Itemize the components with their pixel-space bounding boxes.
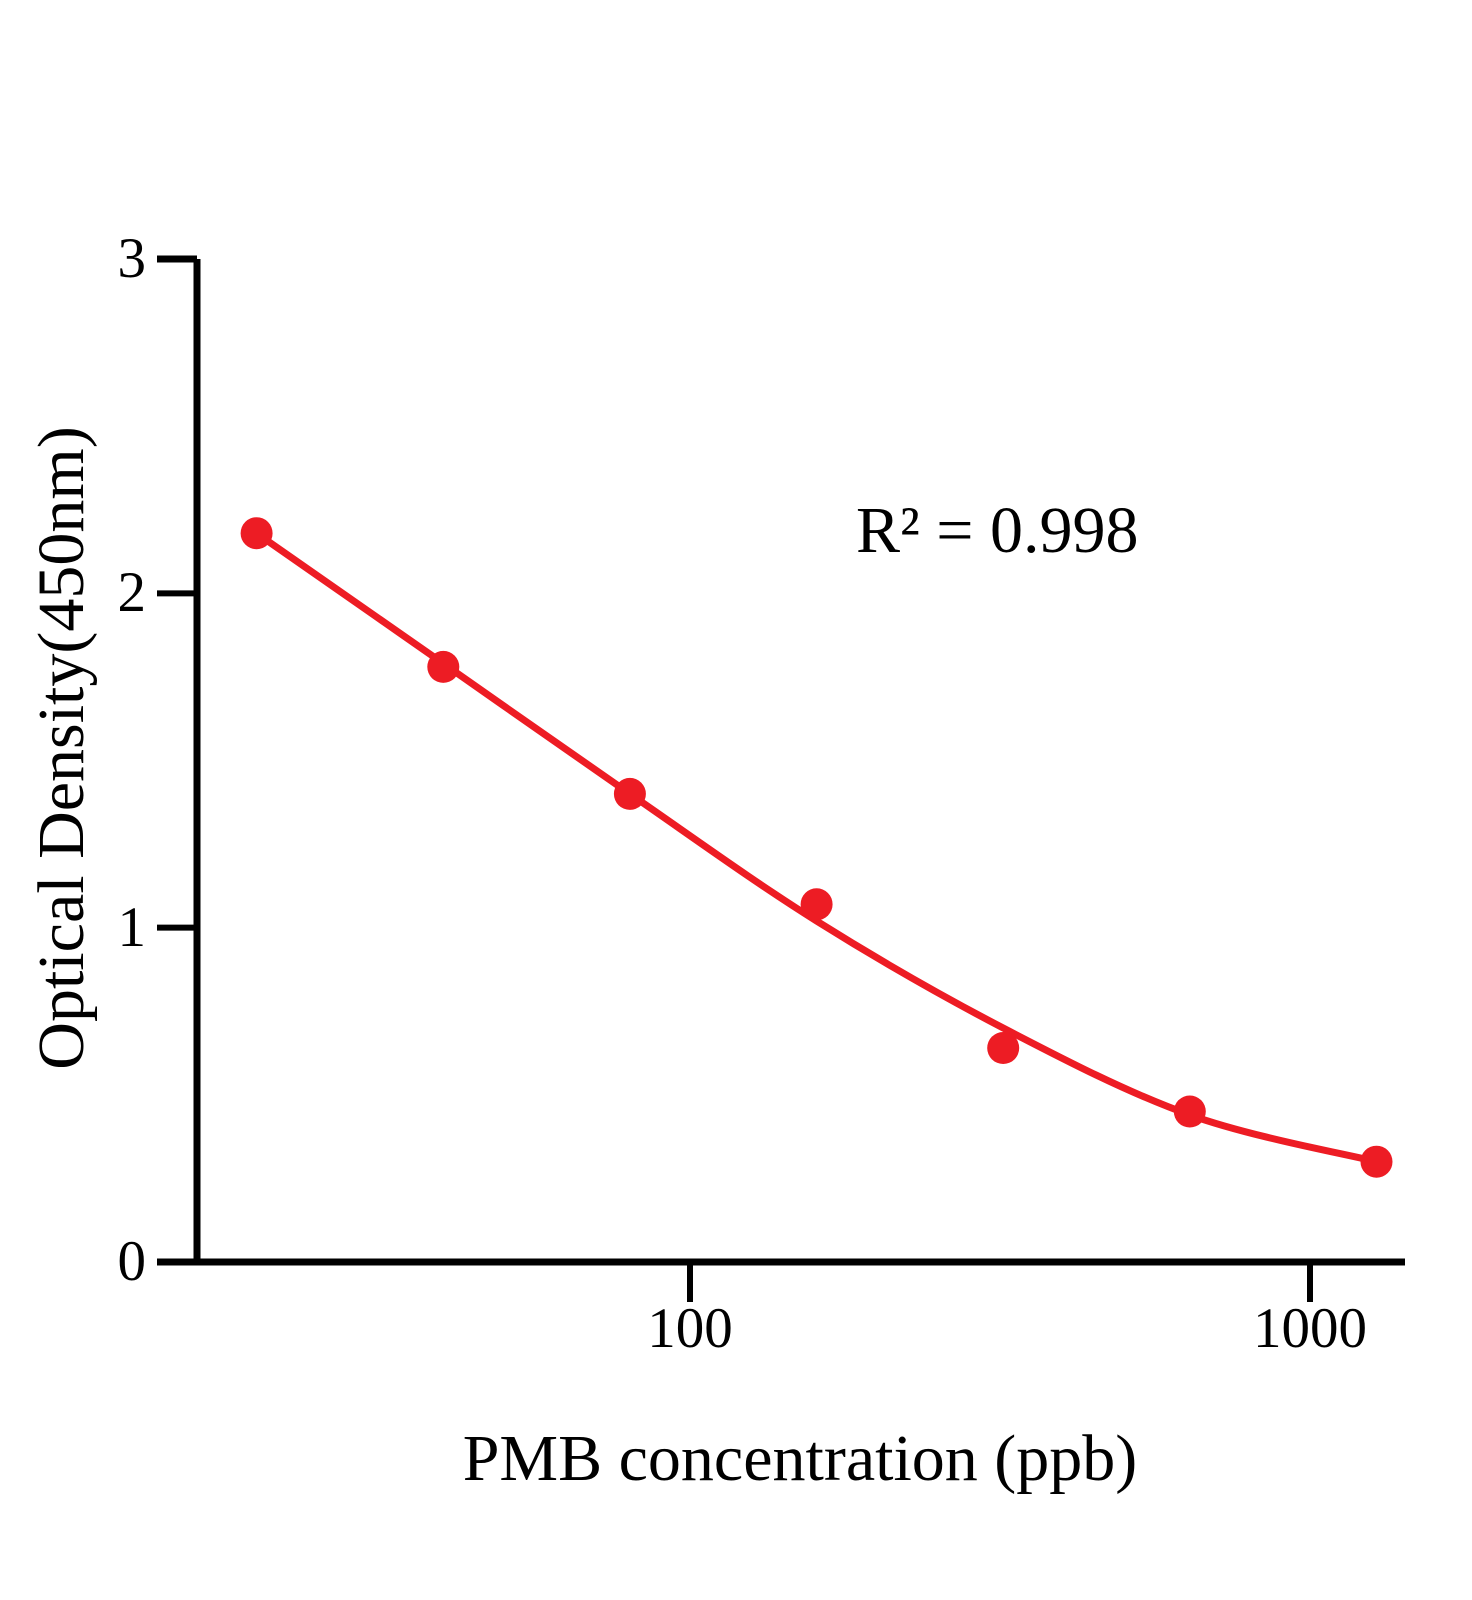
y-tick-label: 1	[117, 895, 147, 959]
y-tick-label: 0	[117, 1230, 147, 1293]
data-point-marker	[800, 888, 833, 921]
y-axis-title: Optical Density(450nm)	[25, 426, 98, 1070]
data-point-marker	[240, 517, 273, 550]
y-tick-label: 2	[117, 561, 147, 625]
y-tick-label: 3	[117, 227, 147, 290]
fit-curve	[253, 529, 1380, 1166]
x-tick-label: 100	[647, 1297, 733, 1360]
data-point-marker	[427, 650, 460, 683]
data-point-marker	[613, 777, 646, 810]
x-axis-title: PMB concentration (ppb)	[462, 1422, 1138, 1495]
data-point-marker	[987, 1032, 1020, 1064]
data-point-marker	[1360, 1145, 1393, 1178]
r-squared-annotation: R² = 0.998	[856, 494, 1139, 567]
data-point-marker	[1173, 1095, 1206, 1128]
x-tick-label: 1000	[1253, 1297, 1367, 1360]
